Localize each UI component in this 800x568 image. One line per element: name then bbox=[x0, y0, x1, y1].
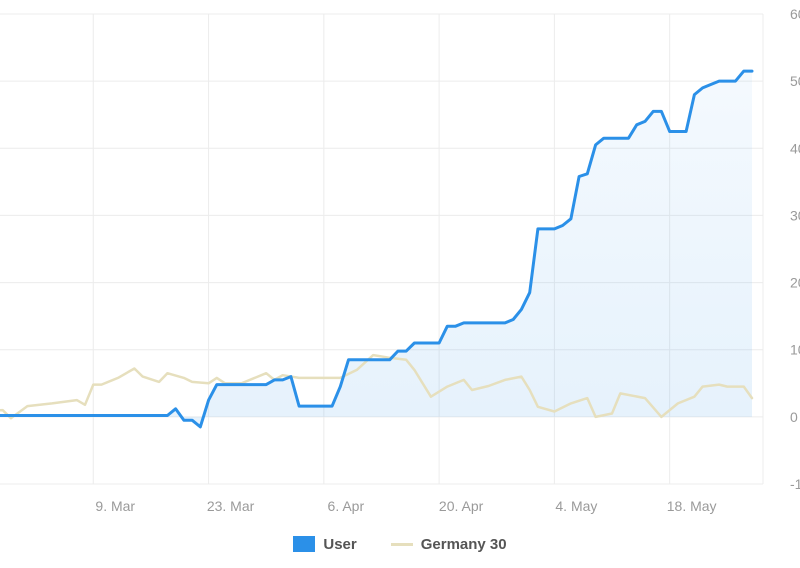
y-tick-label: 50 bbox=[790, 73, 800, 89]
y-tick-label: 40 bbox=[790, 140, 800, 156]
legend-label-germany-30: Germany 30 bbox=[420, 535, 507, 553]
y-tick-label: 10 bbox=[790, 342, 800, 358]
series-layer bbox=[0, 69, 754, 429]
y-tick-label: 0 bbox=[790, 409, 798, 425]
x-tick-label: 23. Mar bbox=[207, 498, 255, 514]
y-tick-label: 30 bbox=[790, 207, 800, 223]
legend-swatch-germany-30 bbox=[390, 542, 413, 546]
x-tick-label: 18. May bbox=[667, 498, 717, 514]
legend-swatch-user bbox=[293, 536, 316, 552]
y-tick-label: 20 bbox=[790, 275, 800, 291]
y-tick-label: -10 bbox=[790, 476, 800, 492]
y-tick-label: 60 bbox=[790, 6, 800, 22]
series-area-user bbox=[0, 71, 752, 427]
legend: User Germany 30 bbox=[0, 530, 800, 558]
series-line-germany-30 bbox=[0, 353, 754, 420]
legend-label-user: User bbox=[323, 535, 357, 553]
legend-item-user[interactable]: User bbox=[293, 535, 357, 553]
legend-item-germany-30[interactable]: Germany 30 bbox=[390, 535, 507, 553]
area-layer bbox=[0, 71, 752, 427]
series-line-user bbox=[0, 69, 754, 429]
x-tick-label: 6. Apr bbox=[328, 498, 365, 514]
x-tick-label: 4. May bbox=[555, 498, 597, 514]
y-axis: -10 0 10 20 30 40 50 60 bbox=[790, 6, 800, 492]
x-tick-label: 20. Apr bbox=[439, 498, 484, 514]
x-axis: 9. Mar 23. Mar 6. Apr 20. Apr 4. May 18. May bbox=[95, 498, 716, 514]
x-tick-label: 9. Mar bbox=[95, 498, 135, 514]
